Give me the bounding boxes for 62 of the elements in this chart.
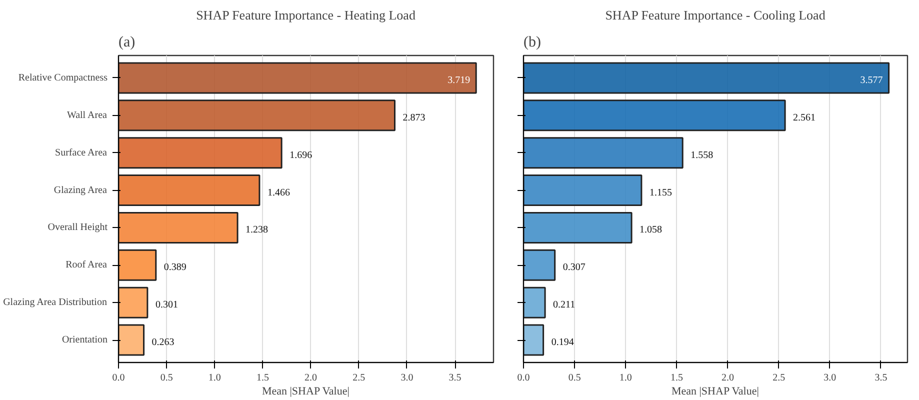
data-label: 0.263	[152, 337, 174, 348]
bar	[118, 174, 260, 206]
bar	[524, 212, 632, 244]
x-tick-label: 0.5	[160, 372, 173, 384]
data-label: 3.719	[448, 74, 470, 86]
y-tick-label: Orientation	[62, 334, 108, 346]
y-tick-label: Surface Area	[55, 147, 108, 158]
bar	[524, 62, 890, 94]
y-tick-label: Overall Height	[48, 222, 108, 234]
x-tick-label: 2.5	[352, 372, 366, 384]
x-tick-label: 3.0	[824, 372, 836, 384]
chart-title: SHAP Feature Importance - Heating Load	[196, 8, 416, 22]
y-tick-label: Relative Compactness	[18, 72, 108, 84]
x-tick-label: 1.5	[670, 372, 683, 384]
bar	[118, 100, 396, 132]
x-tick-label: 3.5	[448, 372, 462, 384]
x-tick-label: 2.0	[722, 372, 734, 384]
y-tick-label: Wall Area	[66, 110, 108, 121]
x-tick-label: 3.5	[874, 372, 888, 384]
data-label: 1.696	[290, 150, 312, 161]
bar	[524, 137, 684, 169]
x-tick-label: 0.5	[568, 372, 581, 384]
bar	[118, 249, 157, 281]
chart-title: SHAP Feature Importance - Cooling Load	[605, 8, 826, 22]
data-label: 1.155	[649, 187, 672, 198]
data-label: 1.466	[267, 187, 290, 198]
data-label: 0.307	[562, 262, 586, 274]
x-tick-label: 2.5	[772, 372, 786, 384]
x-tick-label: 3.0	[400, 372, 414, 384]
data-label: 0.211	[553, 300, 576, 311]
x-tick-label: 1.5	[256, 372, 269, 384]
data-label: 0.194	[551, 337, 574, 348]
data-label: 2.561	[793, 112, 816, 124]
text: (a)	[118, 34, 136, 50]
bar	[118, 286, 148, 318]
data-label: 0.301	[155, 300, 178, 311]
x-axis-title: Mean |SHAP Value|	[671, 386, 759, 398]
bar	[524, 100, 786, 132]
bar	[118, 324, 145, 356]
text: (b)	[524, 34, 541, 50]
x-tick-label: 0.0	[112, 372, 125, 384]
x-tick-label: 2.0	[304, 372, 318, 384]
data-label: 2.873	[402, 112, 426, 124]
bar	[524, 324, 544, 356]
y-tick-label: Roof Area	[66, 260, 108, 271]
data-label: 1.238	[246, 224, 268, 236]
data-label: 1.558	[690, 150, 714, 161]
bar	[118, 137, 282, 169]
data-label: 0.389	[164, 262, 186, 274]
bar	[118, 62, 477, 94]
x-tick-label: 1.0	[208, 372, 221, 384]
y-tick-label: Glazing Area	[54, 184, 108, 196]
x-axis-title: Mean |SHAP Value|	[262, 386, 350, 398]
bar	[524, 286, 546, 318]
bar	[524, 174, 642, 206]
x-tick-label: 1.0	[619, 372, 632, 384]
data-label: 1.058	[640, 224, 662, 236]
bar	[524, 249, 556, 281]
x-tick-label: 0.0	[517, 372, 530, 384]
bar	[118, 212, 238, 244]
data-label: 3.577	[860, 74, 883, 86]
y-tick-label: Glazing Area Distribution	[3, 297, 107, 308]
